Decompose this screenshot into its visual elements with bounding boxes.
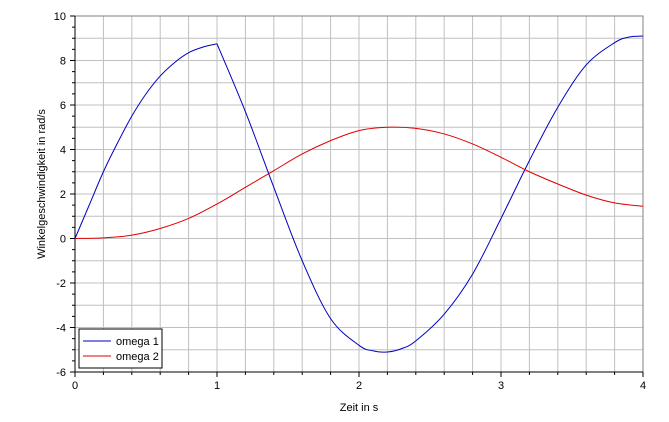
legend-label: omega 2 bbox=[116, 351, 159, 363]
y-tick-label: 2 bbox=[60, 189, 66, 201]
x-tick-label: 0 bbox=[72, 380, 78, 392]
y-axis-label: Winkelgeschwindigkeit in rad/s bbox=[36, 109, 48, 259]
y-tick-label: -6 bbox=[56, 367, 66, 379]
x-tick-label: 3 bbox=[498, 380, 504, 392]
x-tick-label: 2 bbox=[356, 380, 362, 392]
tick-labels: 0 1 2 3 4 -6 -4 -2 0 2 4 6 8 10 bbox=[54, 11, 646, 392]
series-line-omega-1 bbox=[74, 35, 644, 353]
y-tick-label: -4 bbox=[56, 323, 66, 335]
series-line-omega-2 bbox=[74, 126, 644, 239]
x-tick-label: 1 bbox=[214, 380, 220, 392]
y-tick-label: 6 bbox=[60, 100, 66, 112]
y-tick-label: 4 bbox=[60, 145, 66, 157]
y-tick-label: 0 bbox=[60, 234, 66, 246]
y-tick-label: 8 bbox=[60, 56, 66, 68]
legend: omega 1 omega 2 bbox=[78, 328, 163, 369]
series-lines bbox=[74, 35, 644, 353]
x-axis-label: Zeit in s bbox=[340, 402, 379, 414]
axes bbox=[70, 15, 644, 377]
legend-box bbox=[78, 328, 163, 369]
y-tick-label: 10 bbox=[54, 11, 66, 23]
legend-label: omega 1 bbox=[116, 336, 159, 348]
grid-lines bbox=[74, 15, 644, 373]
x-tick-label: 4 bbox=[640, 380, 646, 392]
y-tick-label: -2 bbox=[56, 278, 66, 290]
